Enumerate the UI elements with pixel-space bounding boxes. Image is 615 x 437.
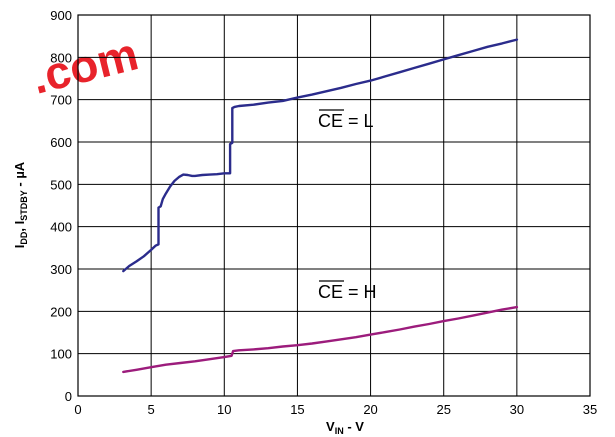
series-layer bbox=[122, 38, 519, 374]
y-tick-label: 800 bbox=[50, 50, 72, 65]
svg-text:CE = H: CE = H bbox=[318, 282, 377, 302]
plot-frame bbox=[77, 14, 591, 397]
annotation-ce-low-over: CE bbox=[318, 111, 343, 131]
x-tick-label: 25 bbox=[436, 402, 450, 417]
annotation-ce-high-over: CE bbox=[318, 282, 343, 302]
annotation-ce-low: CE = L bbox=[318, 109, 374, 131]
x-tick-label: 10 bbox=[217, 402, 231, 417]
watermark-text: .com bbox=[26, 27, 143, 103]
tick-labels: 0 5 10 15 20 25 30 35 0 100 200 300 400 500 600 700 800 9… bbox=[50, 8, 597, 417]
x-tick-label: 5 bbox=[148, 402, 155, 417]
y-tick-label: 400 bbox=[50, 220, 72, 235]
y-tick-label: 900 bbox=[50, 8, 72, 23]
x-tick-label: 35 bbox=[583, 402, 597, 417]
y-tick-label: 200 bbox=[50, 304, 72, 319]
y-tick-label: 300 bbox=[50, 262, 72, 277]
series-line-ce-high bbox=[122, 305, 519, 374]
watermark: .com bbox=[26, 27, 143, 103]
y-tick-label: 100 bbox=[50, 347, 72, 362]
svg-text:CE = L: CE = L bbox=[318, 111, 374, 131]
annotation-ce-low-rest: = L bbox=[343, 111, 374, 131]
y-tick-label: 0 bbox=[65, 389, 72, 404]
annotation-ce-high-rest: = H bbox=[343, 282, 377, 302]
x-tick-label: 15 bbox=[290, 402, 304, 417]
x-tick-label: 0 bbox=[74, 402, 81, 417]
x-tick-label: 20 bbox=[363, 402, 377, 417]
y-tick-label: 500 bbox=[50, 177, 72, 192]
y-tick-label: 700 bbox=[50, 93, 72, 108]
y-axis-label: IDD, ISTDBY - µA bbox=[12, 161, 29, 248]
annotation-ce-high: CE = H bbox=[318, 280, 377, 302]
y-tick-label: 600 bbox=[50, 135, 72, 150]
x-tick-label: 30 bbox=[510, 402, 524, 417]
x-axis-label: VIN - V bbox=[326, 419, 364, 436]
grid bbox=[78, 15, 590, 396]
series-line-ce-low bbox=[122, 38, 519, 273]
